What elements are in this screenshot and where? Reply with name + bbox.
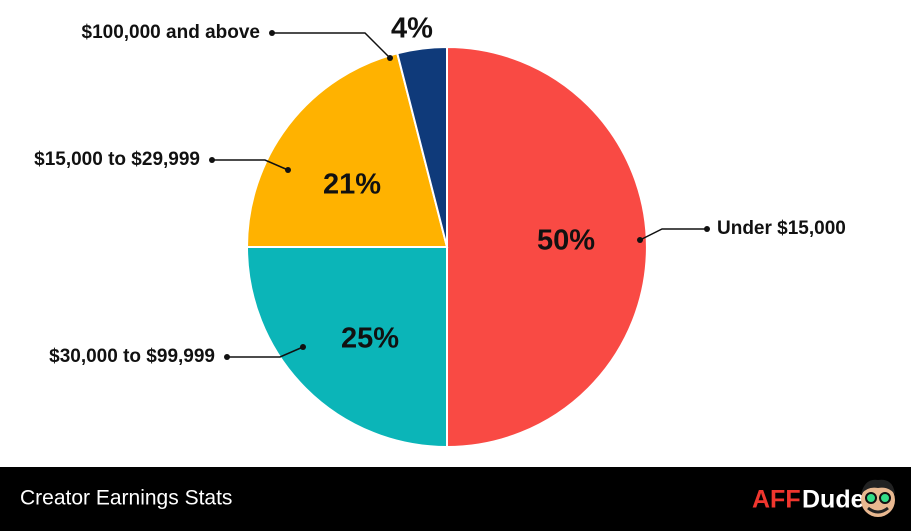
leader-line xyxy=(227,346,304,358)
leader-dot xyxy=(209,157,215,163)
footer-title: Creator Earnings Stats xyxy=(20,487,232,510)
pie-slice xyxy=(245,52,449,248)
leader-dot xyxy=(637,237,643,243)
logo-accent: AFF xyxy=(752,486,801,514)
slice-label: Under $15,000 xyxy=(717,218,846,239)
slice-label: $30,000 to $99,999 xyxy=(49,346,215,367)
leader-line xyxy=(272,32,391,59)
leader-dot xyxy=(224,354,230,360)
slice-label: $100,000 and above xyxy=(82,22,261,43)
leader-line xyxy=(212,159,289,171)
logo-icon xyxy=(861,479,895,517)
leader-dot xyxy=(285,167,291,173)
value-label: 4% xyxy=(391,13,433,45)
pie-slice xyxy=(396,45,448,248)
leader-dot xyxy=(387,55,393,61)
value-label: 21% xyxy=(323,169,381,201)
slice-label: $15,000 to $29,999 xyxy=(34,149,200,170)
leader-dot xyxy=(704,226,710,232)
leader-dot xyxy=(269,30,275,36)
pie-slice xyxy=(446,45,648,449)
logo-text: Dude xyxy=(802,486,865,514)
pie-slice xyxy=(245,246,448,449)
value-label: 50% xyxy=(537,225,595,257)
footer-bar xyxy=(0,467,911,531)
leader-dot xyxy=(300,344,306,350)
pie-chart: Under $15,000 50% $30,000 to $99,999 25% $15… xyxy=(34,13,846,449)
value-label: 25% xyxy=(341,323,399,355)
leader-line xyxy=(639,228,707,241)
